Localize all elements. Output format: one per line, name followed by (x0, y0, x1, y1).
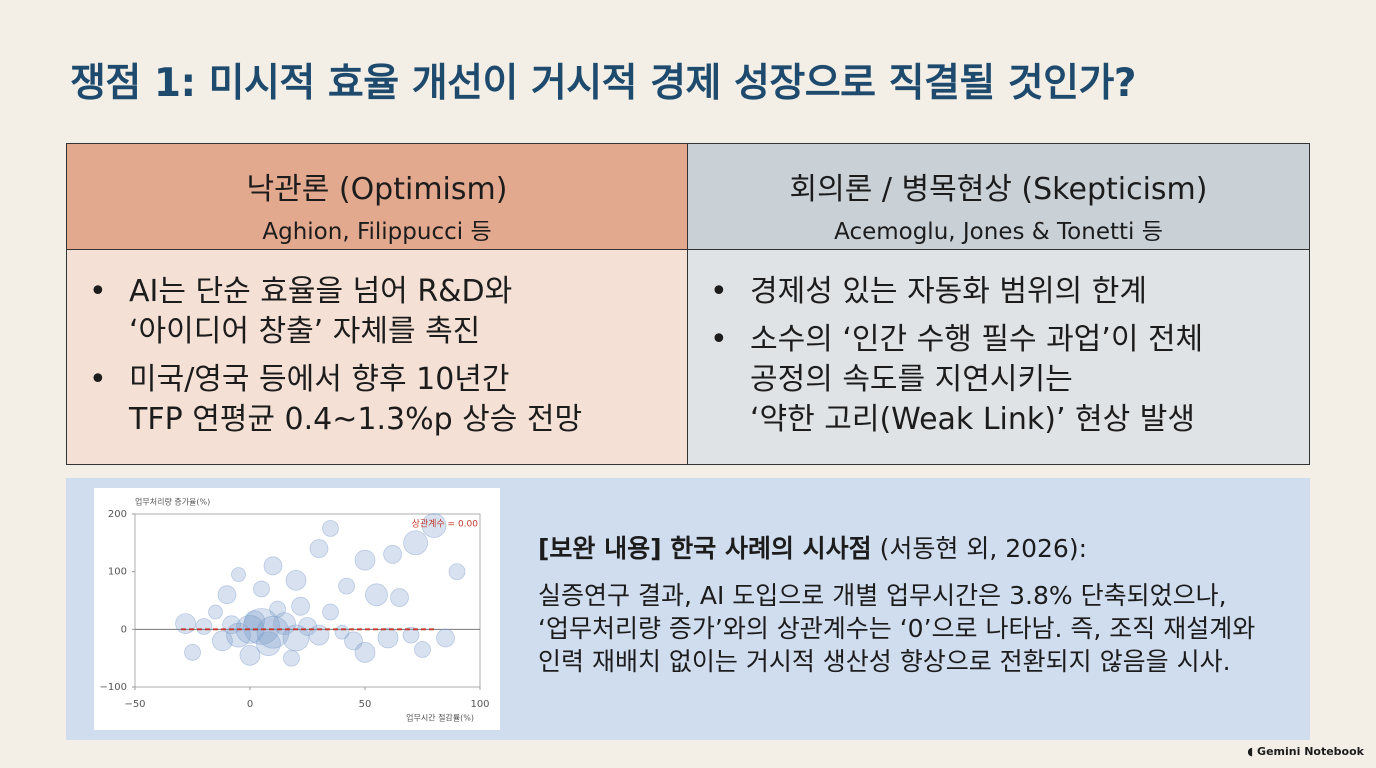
bullet: • AI는 단순 효율을 넘어 R&D와 ‘아이디어 창출’ 자체를 촉진 (89, 272, 687, 352)
y-tick-label: 0 (121, 624, 127, 635)
note: [보완 내용] 한국 사례의 시사점 (서동현 외, 2026): 실증연구 결… (538, 532, 1255, 678)
bullet-dot: • (710, 274, 728, 309)
bubble (263, 556, 283, 576)
footer-text: Gemini Notebook (1257, 745, 1364, 758)
comparison-table: 낙관론 (Optimism) Aghion, Filippucci 등 회의론 / … (66, 143, 1310, 465)
bubble (354, 549, 376, 571)
column-heading: 낙관론 (Optimism) (246, 172, 508, 207)
column-authors: Aghion, Filippucci 등 (262, 219, 492, 245)
note-line: ‘업무처리량 증가’와의 상관계수는 ‘0’으로 나타남. 즉, 조직 재설계와 (538, 614, 1256, 643)
bubble (421, 513, 447, 538)
bubble (448, 563, 466, 581)
note-heading-line: [보완 내용] 한국 사례의 시사점 (서동현 외, 2026): (538, 532, 1255, 565)
bubble (309, 539, 329, 558)
y-tick-label: 100 (108, 567, 127, 578)
chart-background (94, 488, 500, 730)
note-line: 인력 재배치 없이는 거시적 생산성 향상으로 전환되지 않음을 시사. (538, 647, 1231, 676)
bubble (231, 567, 246, 582)
y-axis-label: 업무처리량 증가율(%) (135, 497, 210, 507)
y-tick-label: 200 (108, 509, 127, 520)
supplement-panel: −100 0 100 200 −50 0 50 100 업무처리량 증가율(%) 업무시간 절감률… (66, 478, 1310, 740)
bubble (184, 644, 201, 661)
bubble (244, 610, 265, 632)
column-header: 낙관론 (Optimism) Aghion, Filippucci 등 (67, 144, 688, 250)
title: 쟁점 1: 미시적 효율 개선이 거시적 경제 성장으로 직결될 것인가? (70, 61, 1137, 106)
bubble (414, 641, 431, 658)
bubble (402, 626, 420, 644)
bubble (383, 545, 402, 564)
bubble (222, 615, 241, 635)
bubble (322, 520, 339, 537)
bubble (390, 588, 409, 607)
bubble (291, 596, 310, 616)
bubble (354, 642, 376, 663)
column-header: 회의론 / 병목현상 (Skepticism) Acemoglu, Jones &… (688, 144, 1309, 250)
bubble (377, 627, 399, 649)
bubble (403, 530, 428, 556)
footer-icon: ◖ (1247, 745, 1258, 758)
bubble (212, 630, 233, 652)
bullet-line: ‘약한 고리(Weak Link)’ 현상 발생 (750, 402, 1195, 437)
bubble (243, 608, 280, 645)
note-source: (서동현 외, 2026): (879, 534, 1088, 563)
bullet-line: 미국/영국 등에서 향후 10년간 (129, 362, 510, 397)
bullet-line: AI는 단순 효율을 넘어 R&D와 (129, 274, 513, 309)
bullet-text: 경제성 있는 자동화 범위의 한계 (750, 272, 1147, 312)
y-tick-label: −100 (100, 682, 127, 693)
bubble (298, 617, 317, 636)
x-tick-label: 0 (247, 699, 253, 710)
bullet-dot: • (89, 362, 107, 397)
x-tick-label: 50 (359, 699, 372, 710)
bubble (282, 624, 310, 652)
note-line: 실증연구 결과, AI 도입으로 개별 업무시간은 3.8% 단축되었으나, (538, 581, 1227, 610)
column-heading: 회의론 / 병목현상 (Skepticism) (789, 172, 1208, 207)
chart: −100 0 100 200 −50 0 50 100 업무처리량 증가율(%) 업무시간 절감률… (94, 488, 500, 730)
bubble (365, 583, 388, 607)
bullet-text: 미국/영국 등에서 향후 10년간 TFP 연평균 0.4~1.3%p 상승 전망 (129, 360, 582, 440)
x-tick-label: 100 (470, 699, 489, 710)
x-axis-label: 업무시간 절감률(%) (406, 713, 474, 723)
bubble (285, 569, 307, 591)
footer: ◖ Gemini Notebook (1247, 745, 1364, 758)
bubble (338, 577, 355, 595)
column-body: • AI는 단순 효율을 넘어 R&D와 ‘아이디어 창출’ 자체를 촉진 • 미국/영… (67, 250, 688, 464)
bullet: • 미국/영국 등에서 향후 10년간 TFP 연평균 0.4~1.3%p 상승 전… (89, 360, 687, 440)
bullet-line: TFP 연평균 0.4~1.3%p 상승 전망 (129, 402, 583, 437)
bubble (256, 631, 281, 657)
column-body: • 경제성 있는 자동화 범위의 한계 • 소수의 ‘인간 수행 필수 과업’이 전체… (688, 250, 1309, 464)
bullet-line: ‘아이디어 창출’ 자체를 촉진 (129, 314, 481, 349)
bubble (283, 649, 300, 667)
bullet: • 경제성 있는 자동화 범위의 한계 (710, 272, 1309, 312)
bubble (436, 628, 455, 648)
note-heading: [보완 내용] 한국 사례의 시사점 (538, 534, 872, 563)
bubble (175, 613, 196, 634)
bubble (308, 624, 330, 646)
bubble (217, 585, 237, 605)
bubble (256, 615, 290, 649)
bullet-text: AI는 단순 효율을 넘어 R&D와 ‘아이디어 창출’ 자체를 촉진 (129, 272, 512, 352)
x-tick-label: −50 (124, 699, 145, 710)
bubble (208, 604, 223, 620)
bullet-line: 소수의 ‘인간 수행 필수 과업’이 전체 (750, 322, 1204, 357)
bubble (269, 600, 286, 618)
bullet-line: 공정의 속도를 지연시키는 (750, 362, 1073, 397)
column-authors: Acemoglu, Jones & Tonetti 등 (834, 219, 1163, 245)
bubble (195, 618, 213, 635)
bullet-dot: • (710, 322, 728, 357)
bullet-line: 경제성 있는 자동화 범위의 한계 (750, 274, 1147, 309)
bullet-dot: • (89, 274, 107, 309)
bubble (239, 644, 261, 666)
bubble (322, 603, 339, 621)
plot-frame (134, 513, 481, 688)
annotation: 상관계수 = 0.00 (412, 518, 479, 530)
bubble (253, 580, 270, 598)
